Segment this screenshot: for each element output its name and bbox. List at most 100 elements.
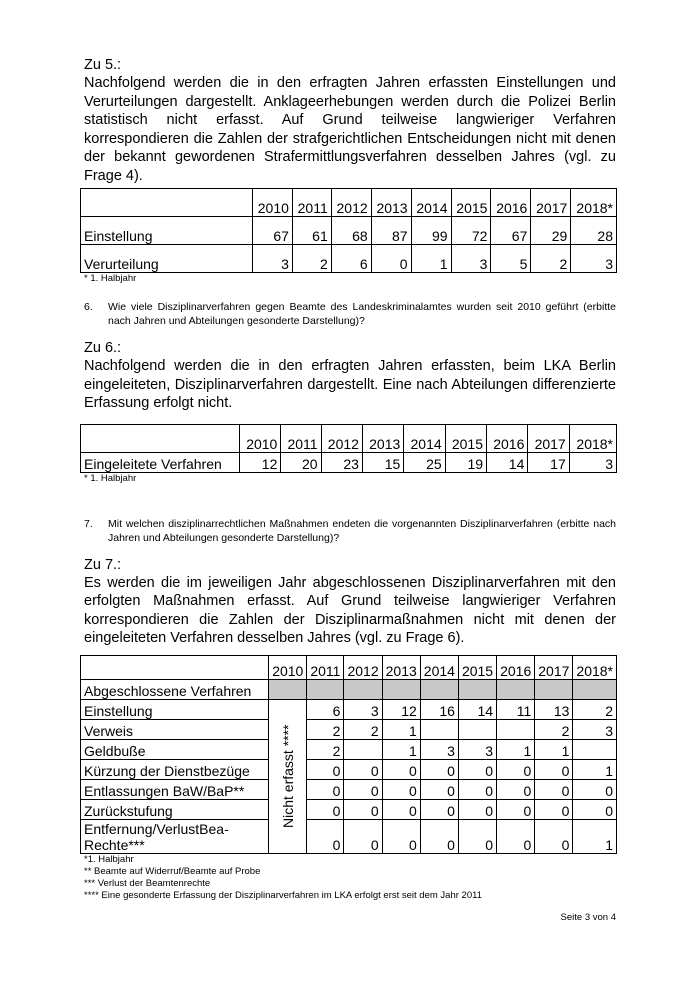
cell-value: 3 [568,451,618,473]
cell-value: 14 [457,698,498,720]
footnote: *** Verlust der Beamtenrechte [84,877,211,889]
cell-value: 2 [572,698,617,720]
cell-value: 20 [280,451,322,473]
cell-value: 25 [403,451,446,473]
cell-value: 0 [419,758,459,780]
cell-value: 0 [419,778,459,800]
cell-value: 11 [496,698,536,720]
section-row: Abgeschlossene Verfahren [79,678,617,700]
year-header: 2010 [252,188,293,217]
cell-value: 1 [410,244,452,273]
gray-cell [419,678,459,700]
table-5-prosecutions: 2010 2011 2012 2013 2014 2015 2016 2017 2018* Ein… [80,188,617,273]
cell-value: 0 [419,818,459,854]
header-blank [79,654,270,680]
header-row: 2010 2011 2012 2013 2014 2015 2016 2017 2018* [80,188,617,217]
header-blank [80,423,240,453]
cell-value: 5 [490,244,532,273]
year-header: 2016 [486,423,529,453]
year-header: 2018* [568,423,618,453]
cell-value: 1 [534,738,574,760]
cell-value [572,738,617,760]
row-label: Eingeleitete Verfahren [80,451,240,473]
year-header: 2012 [330,188,372,217]
year-header: 2017 [527,423,570,453]
table-5-footnote: * 1. Halbjahr [84,273,137,284]
year-header: 2013 [381,654,421,680]
row-label: Entfernung/VerlustBea-Rechte*** [79,818,270,854]
cell-value: 0 [534,818,574,854]
cell-value: 3 [457,738,498,760]
row-label: Zurückstufung [79,798,270,820]
cell-value: 87 [370,216,412,245]
cell-value: 28 [570,216,617,245]
cell-value: 2 [291,244,332,273]
cell-value: 2 [306,738,345,760]
cell-value: 3 [450,244,492,273]
table-row: Entlassungen BaW/BaP** 0 0 0 0 0 0 0 0 [79,778,617,800]
cell-value: 2 [534,718,574,740]
cell-value: 61 [291,216,332,245]
table-row: Einstellung Nicht erfasst **** 6 3 12 16 14 11 1… [79,698,617,853]
year-header: 2014 [410,188,452,217]
cell-value: 12 [381,698,421,720]
cell-value: 0 [381,758,421,780]
year-header: 2014 [403,423,446,453]
table-7-measures: 2010 2011 2012 2013 2014 2015 2016 2017 2018* Abg… [79,654,617,854]
question-text: Mit welchen disziplinarrechtlichen Maßna… [108,517,616,544]
gray-cell [572,678,617,700]
table-row: Einstellung 67 61 68 87 99 72 67 29 28 [80,216,617,245]
cell-value: 2 [343,718,383,740]
answer-5-text: Nachfolgend werden die in den erfragten … [84,75,616,184]
page-number: Seite 3 von 4 [560,912,616,923]
year-header: 2011 [306,654,345,680]
cell-value: 0 [457,758,498,780]
gray-cell [496,678,536,700]
footnote: ** Beamte auf Widerruf/Beamte auf Probe [84,865,261,877]
answer-5-heading: Zu 5.: [84,57,122,73]
question-number: 7. [84,517,93,530]
table-row: Kürzung der Dienstbezüge 0 0 0 0 0 0 0 1 [79,758,617,780]
cell-value: 0 [343,818,383,854]
year-header: 2010 [268,654,308,680]
gray-cell [268,678,308,700]
not-recorded-label: Nicht erfasst **** [268,699,307,853]
question-text: Wie viele Disziplinarverfahren gegen Bea… [108,301,616,327]
year-header: 2012 [343,654,383,680]
cell-value: 3 [570,244,617,273]
header-blank [80,188,253,217]
gray-cell [306,678,345,700]
cell-value: 2 [530,244,572,273]
table-row: Eingeleitete Verfahren 12 20 23 15 25 19 14 17 3 [80,451,618,473]
cell-value: 0 [496,778,536,800]
answer-6-text: Nachfolgend werden die in den erfragten … [84,358,616,411]
year-header: 2015 [444,423,488,453]
cell-value [457,718,498,740]
question-7: 7. Mit welchen disziplinarrechtlichen Maß… [84,517,616,545]
cell-value: 1 [381,738,421,760]
answer-7-text: Es werden die im jeweiligen Jahr abgesch… [84,574,616,647]
header-row: 2010 2011 2012 2013 2014 2015 2016 2017 2018* [79,654,617,680]
year-header: 2013 [361,423,405,453]
cell-value: 67 [490,216,532,245]
cell-value: 99 [410,216,452,245]
answer-7-heading: Zu 7.: [84,556,122,573]
cell-value: 0 [534,798,574,820]
cell-value: 2 [306,718,345,740]
table-row: Verurteilung 3 2 6 0 1 3 5 2 3 [80,244,617,273]
cell-value: 3 [419,738,459,760]
row-label: Verurteilung [80,244,253,273]
footnote: **** Eine gesonderte Erfassung der Diszi… [84,889,482,901]
cell-value: 14 [486,451,529,473]
year-header: 2018* [572,654,617,680]
cell-value: 6 [330,244,372,273]
year-header: 2018* [570,188,617,217]
cell-value: 0 [572,778,617,800]
cell-value: 15 [361,451,405,473]
cell-value: 0 [457,818,498,854]
cell-value [496,718,536,740]
cell-value: 72 [450,216,492,245]
table-7-footnotes: *1. Halbjahr ** Beamte auf Widerruf/Beam… [84,854,616,902]
cell-value: 19 [444,451,488,473]
